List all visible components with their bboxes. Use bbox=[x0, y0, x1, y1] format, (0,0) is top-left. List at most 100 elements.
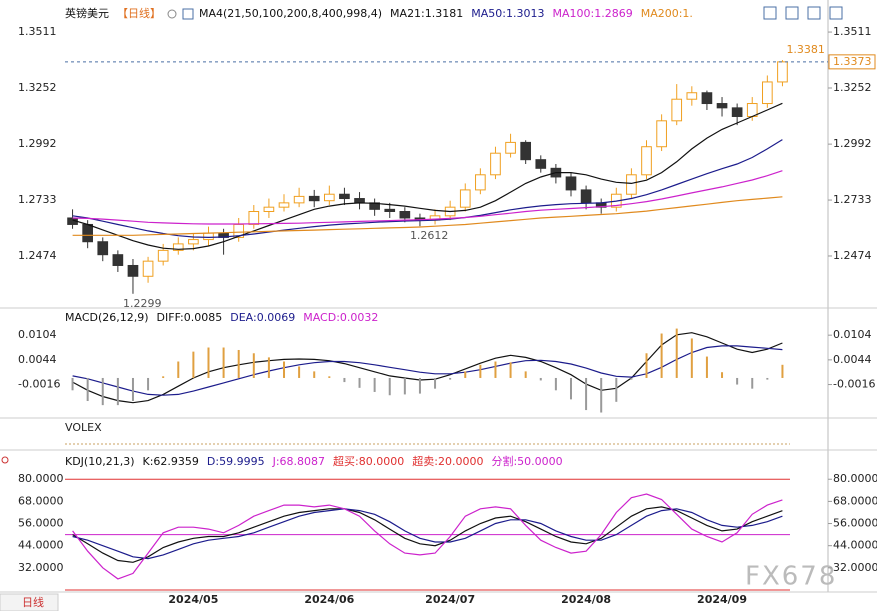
series-line bbox=[72, 345, 783, 396]
legend-entry: 超卖:20.0000 bbox=[412, 454, 483, 468]
macd-bar bbox=[630, 377, 633, 380]
period: 【日线】 bbox=[117, 6, 161, 20]
macd-bar bbox=[162, 376, 165, 378]
y-tick-label: 1.2474 bbox=[18, 249, 57, 262]
macd-bar bbox=[207, 347, 210, 378]
toolbar-icons[interactable] bbox=[763, 6, 843, 20]
icon bbox=[167, 9, 177, 19]
macd-bar bbox=[660, 333, 663, 378]
legend-entry: D:59.9995 bbox=[207, 455, 265, 468]
macd-bar bbox=[585, 377, 588, 411]
candle-body bbox=[97, 241, 109, 256]
macd-bar bbox=[464, 371, 467, 378]
icon[interactable] bbox=[807, 6, 821, 20]
icon bbox=[1, 456, 9, 464]
y-tick-label: 1.3252 bbox=[18, 81, 57, 94]
candle-body bbox=[762, 81, 773, 105]
macd-bar bbox=[418, 377, 421, 394]
macd-bar bbox=[766, 377, 769, 380]
candle-body bbox=[701, 92, 713, 105]
period-tab-label[interactable]: 日线 bbox=[22, 595, 44, 609]
annotation: 1.2612 bbox=[410, 229, 449, 242]
y-tick-label: 56.0000 bbox=[833, 517, 877, 530]
macd-bar bbox=[328, 376, 331, 378]
y-tick-label: 0.0104 bbox=[833, 328, 872, 341]
legend-entry: DEA:0.0069 bbox=[230, 311, 295, 324]
legend-title: MACD(26,12,9) bbox=[65, 311, 149, 324]
macd-bar bbox=[600, 377, 603, 413]
annotation: 1.2299 bbox=[123, 297, 162, 310]
icon[interactable] bbox=[785, 6, 799, 20]
candle-body bbox=[399, 211, 411, 219]
y-tick-label: 68.0000 bbox=[18, 494, 64, 507]
candle-body bbox=[671, 98, 683, 122]
legend-title: MA4(21,50,100,200,8,400,998,4) bbox=[199, 7, 382, 20]
series-line bbox=[72, 170, 783, 225]
candle-body bbox=[278, 202, 290, 208]
candle-body bbox=[203, 232, 214, 241]
candle-body bbox=[293, 195, 305, 204]
y-tick-label: 0.0044 bbox=[18, 353, 57, 366]
series-line bbox=[72, 508, 783, 560]
legend-entry: J:68.8087 bbox=[272, 455, 325, 468]
candle-body bbox=[112, 254, 124, 266]
macd-bar bbox=[751, 377, 754, 389]
candle-body bbox=[157, 249, 169, 262]
macd-bar bbox=[358, 377, 361, 388]
y-tick-label: -0.0016 bbox=[18, 378, 60, 391]
macd-bar bbox=[403, 377, 406, 395]
y-tick-label: 1.2733 bbox=[833, 193, 872, 206]
macd-bar bbox=[539, 377, 542, 381]
macd-bar bbox=[675, 328, 678, 378]
macd-bar bbox=[781, 364, 784, 378]
candle-body bbox=[686, 92, 698, 100]
candle-body bbox=[82, 223, 93, 243]
x-tick-label: 2024/06 bbox=[304, 593, 354, 606]
macd-bar bbox=[177, 361, 180, 378]
y-tick-label: 1.3511 bbox=[18, 25, 57, 38]
macd-bar bbox=[449, 377, 452, 380]
symbol: 英镑美元 bbox=[65, 6, 109, 20]
series-line bbox=[72, 506, 783, 563]
series-line bbox=[72, 332, 783, 404]
candle-body bbox=[656, 120, 667, 148]
last-price-tag bbox=[828, 54, 876, 70]
candle-body bbox=[308, 195, 320, 202]
icon bbox=[182, 8, 194, 20]
macd-bar bbox=[645, 353, 648, 378]
candle-body bbox=[716, 103, 728, 109]
macd-bar bbox=[736, 377, 739, 385]
legend-entry: 分割:50.0000 bbox=[491, 454, 562, 468]
macd-bar bbox=[101, 377, 104, 406]
macd-bar bbox=[343, 377, 346, 383]
icon[interactable] bbox=[763, 6, 777, 20]
macd-bar bbox=[434, 377, 437, 389]
y-tick-label: 56.0000 bbox=[18, 517, 64, 530]
macd-bar bbox=[705, 356, 708, 378]
icon[interactable] bbox=[829, 6, 843, 20]
legend-entry: MACD:0.0032 bbox=[303, 311, 378, 324]
macd-bar bbox=[131, 377, 134, 402]
macd-bar bbox=[116, 377, 119, 406]
series-line bbox=[72, 139, 783, 239]
volex-label: VOLEX bbox=[65, 421, 102, 434]
macd-bar bbox=[494, 361, 497, 378]
y-tick-label: 1.2992 bbox=[833, 137, 872, 150]
series-line bbox=[72, 102, 783, 250]
candle-body bbox=[505, 141, 516, 154]
candle-body bbox=[188, 239, 199, 245]
y-tick-label: 1.2992 bbox=[18, 137, 57, 150]
candle-body bbox=[142, 260, 154, 277]
candle-body bbox=[384, 208, 396, 213]
x-tick-label: 2024/09 bbox=[697, 593, 747, 606]
y-tick-label: 0.0044 bbox=[833, 353, 872, 366]
series-line bbox=[72, 196, 783, 236]
y-tick-label: -0.0016 bbox=[833, 378, 875, 391]
macd-bar bbox=[298, 366, 301, 378]
macd-bar bbox=[388, 377, 391, 396]
period-tab[interactable] bbox=[0, 593, 59, 611]
candle-body bbox=[475, 174, 486, 191]
legend-entry: MA100:1.2869 bbox=[552, 7, 632, 20]
legend-title: KDJ(10,21,3) bbox=[65, 455, 135, 468]
